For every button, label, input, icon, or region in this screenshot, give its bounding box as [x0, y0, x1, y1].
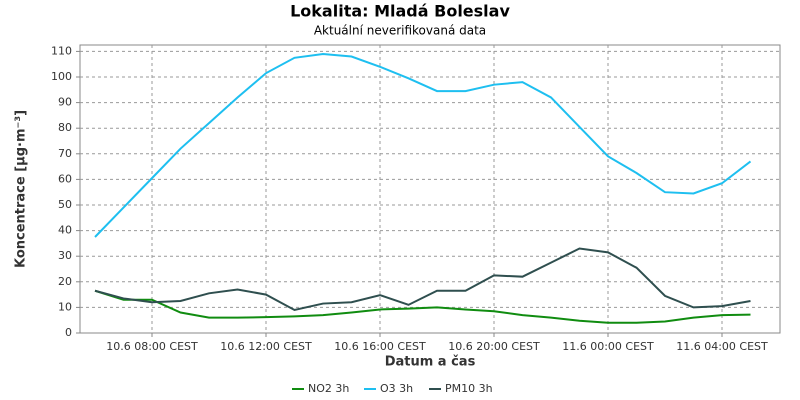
- series-line: [94, 52, 752, 238]
- y-tick-label: 20: [58, 275, 72, 288]
- y-tick-label: 10: [58, 300, 72, 313]
- y-tick-label: 50: [58, 198, 72, 211]
- legend-label: O3 3h: [380, 382, 413, 395]
- y-tick-label: 70: [58, 147, 72, 160]
- y-axis-label: Koncentrace [µg·m⁻³]: [14, 110, 29, 268]
- y-tick-label: 100: [51, 70, 72, 83]
- series-line: [94, 247, 751, 312]
- plot-frame: [79, 44, 781, 334]
- chart-subtitle: Aktuální neverifikovaná data: [314, 24, 486, 38]
- y-tick-label: 0: [65, 326, 72, 339]
- y-tick-label: 30: [58, 249, 72, 262]
- chart-title: Lokalita: Mladá Boleslav: [290, 2, 510, 21]
- y-tick-label: 110: [51, 44, 72, 57]
- x-tick-label: 10.6 12:00 CEST: [220, 340, 312, 353]
- x-tick-label: 10.6 08:00 CEST: [106, 340, 198, 353]
- x-tick-label: 10.6 16:00 CEST: [334, 340, 426, 353]
- x-tick-label: 11.6 00:00 CEST: [562, 340, 654, 353]
- y-tick-label: 40: [58, 224, 72, 237]
- y-tick-label: 80: [58, 121, 72, 134]
- x-axis-label: Datum a čas: [385, 355, 476, 370]
- series-line: [94, 289, 751, 324]
- y-tick-label: 60: [58, 172, 72, 185]
- legend-label: PM10 3h: [445, 382, 493, 395]
- x-tick-label: 10.6 20:00 CEST: [448, 340, 540, 353]
- legend-label: NO2 3h: [308, 382, 349, 395]
- y-tick-label: 90: [58, 96, 72, 109]
- x-tick-label: 11.6 04:00 CEST: [676, 340, 768, 353]
